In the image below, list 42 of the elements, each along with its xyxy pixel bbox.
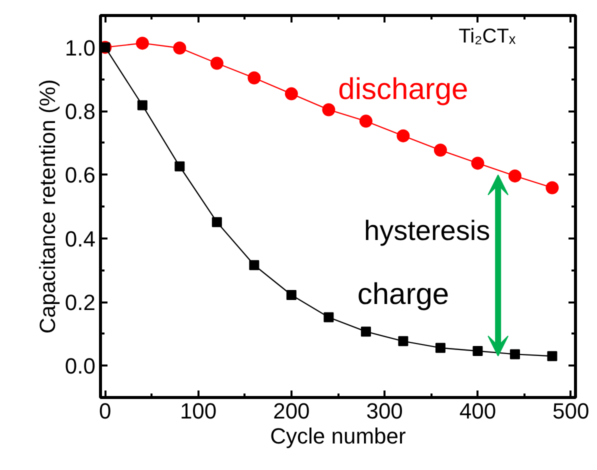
point	[210, 56, 224, 70]
point	[508, 169, 522, 182]
x-tick-label: 500	[552, 398, 590, 424]
x-tick-label: 0	[99, 398, 112, 424]
y-tick-label: 0.4	[64, 226, 96, 252]
point	[212, 217, 222, 228]
y-tick-label: 0.2	[64, 290, 96, 315]
point	[471, 156, 484, 170]
point	[136, 36, 149, 50]
x-tick-label: 200	[273, 398, 310, 424]
y-tick-label: 1.0	[64, 35, 96, 60]
point	[137, 100, 148, 110]
point	[359, 114, 372, 128]
point	[546, 181, 559, 194]
point	[173, 41, 186, 54]
point	[360, 326, 371, 337]
x-axis-title: Cycle number	[270, 424, 406, 448]
point	[398, 336, 408, 346]
point	[322, 103, 336, 116]
series-label: charge	[357, 278, 450, 312]
x-tick-label: 300	[366, 398, 403, 424]
point	[249, 260, 260, 270]
x-tick-label: 400	[459, 398, 496, 424]
point	[284, 87, 298, 100]
point	[510, 349, 520, 360]
annotation: hysteresis	[364, 214, 490, 246]
y-tick-label: 0.0	[64, 354, 96, 379]
point	[174, 161, 185, 172]
point	[472, 346, 483, 356]
point	[396, 129, 410, 142]
point	[435, 342, 446, 353]
series-label: discharge	[338, 72, 468, 106]
point	[434, 144, 447, 157]
y-tick-label: 0.6	[64, 162, 96, 188]
y-tick-label: 0.8	[64, 99, 96, 124]
point	[547, 351, 558, 362]
point	[324, 312, 334, 322]
x-tick-label: 100	[180, 398, 217, 424]
annotation: Ti₂CTₓ	[458, 26, 516, 48]
point	[286, 290, 296, 300]
point	[248, 71, 261, 84]
y-axis-title: Capacitance retention (%)	[34, 79, 60, 334]
